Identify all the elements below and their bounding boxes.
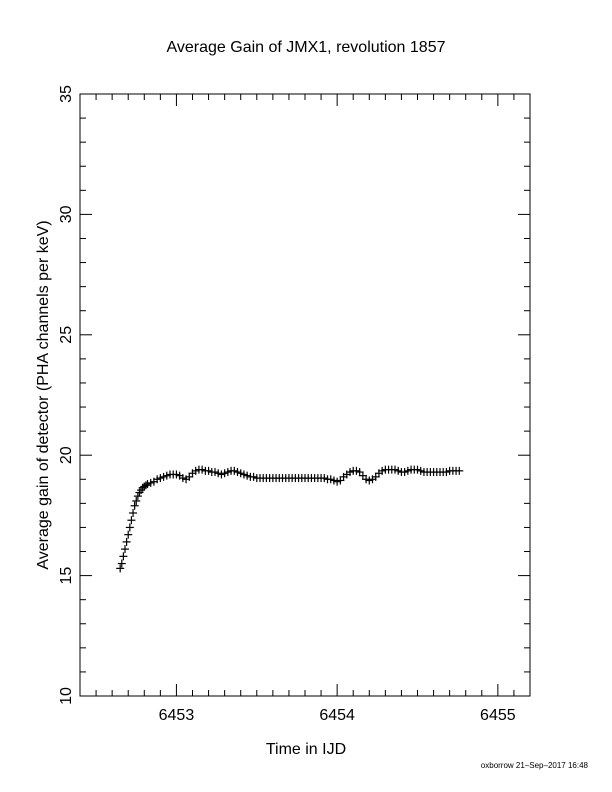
y-tick-label: 25 <box>58 326 75 344</box>
x-axis-label: Time in IJD <box>266 741 346 758</box>
data-point <box>455 466 464 475</box>
data-point <box>122 537 131 546</box>
data-point <box>133 492 142 501</box>
y-tick-label: 15 <box>58 567 75 585</box>
data-point <box>119 552 128 561</box>
data-point <box>121 545 129 554</box>
data-point <box>116 564 125 573</box>
data-point <box>132 496 141 505</box>
y-tick-label: 10 <box>58 687 75 705</box>
data-point <box>130 501 139 510</box>
data-point <box>141 481 150 490</box>
data-point <box>127 516 136 525</box>
chart-title: Average Gain of JMX1, revolution 1857 <box>167 39 446 56</box>
y-axis-label: Average gain of detector (PHA channels p… <box>35 220 52 569</box>
x-tick-label: 6455 <box>480 707 516 724</box>
footer-note: oxborrow 21–Sep–2017 16:48 <box>481 761 589 770</box>
x-axis-minor-ticks <box>79 94 531 696</box>
data-point <box>129 508 138 517</box>
y-tick-label: 35 <box>58 85 75 103</box>
data-point <box>117 559 126 568</box>
data-point <box>124 530 133 539</box>
plot-frame <box>79 93 531 697</box>
y-axis-minor-ticks <box>80 117 530 673</box>
y-tick-label: 30 <box>58 205 75 223</box>
plot-area-border <box>79 93 531 697</box>
x-tick-label: 6454 <box>319 707 355 724</box>
data-point <box>125 523 134 532</box>
x-tick-label: 6453 <box>159 707 195 724</box>
y-axis-ticks: 10 15 20 25 30 35 <box>58 85 530 705</box>
x-axis-ticks: 6453 6454 6455 <box>159 94 516 724</box>
gain-series <box>116 465 464 573</box>
y-tick-label: 20 <box>58 446 75 464</box>
